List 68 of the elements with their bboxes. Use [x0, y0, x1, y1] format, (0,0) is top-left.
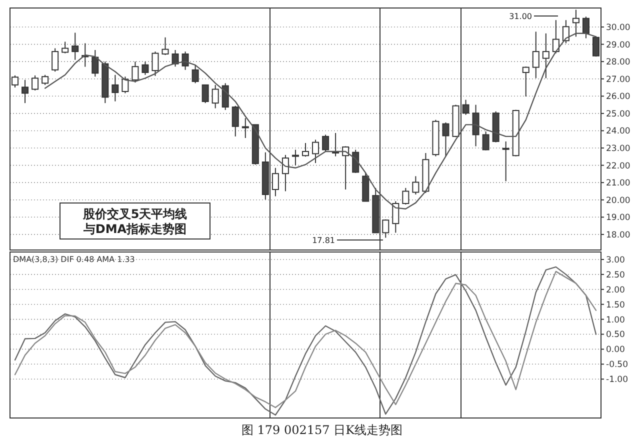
- candlestick: [482, 130, 490, 151]
- candlestick: [582, 16, 590, 39]
- candlestick: [192, 64, 199, 84]
- candlestick: [442, 122, 450, 157]
- candlestick: [412, 176, 420, 196]
- candlestick: [172, 50, 179, 68]
- y-tick-label: 23.00: [606, 144, 630, 154]
- candlestick: [322, 134, 330, 152]
- y-tick-label: 2.50: [606, 270, 625, 280]
- candlestick: [132, 61, 139, 83]
- candlestick: [212, 84, 219, 109]
- candlestick: [112, 74, 119, 102]
- y-tick-label: 28.00: [606, 58, 630, 68]
- y-tick-label: 0.50: [606, 330, 625, 340]
- annotation: 17.81: [312, 236, 335, 245]
- chart-title: DMA(3,8,3) DIF 0.48 AMA 1.33: [13, 255, 135, 264]
- annotation: 股价交叉5天平均线: [82, 207, 188, 221]
- candlestick: [22, 79, 29, 104]
- y-tick-label: 22.00: [606, 161, 630, 172]
- candlestick: [52, 48, 59, 72]
- candlestick: [552, 20, 560, 54]
- y-tick-label: 25.00: [606, 109, 630, 120]
- y-tick-label: 1.00: [606, 315, 625, 326]
- candlestick: [312, 139, 320, 164]
- y-tick-label: -0.50: [606, 360, 628, 370]
- candlestick: [202, 84, 209, 104]
- candlestick: [92, 50, 99, 78]
- candlestick: [352, 149, 360, 174]
- y-tick-label: 24.00: [606, 126, 630, 137]
- candlestick: [152, 51, 159, 76]
- candlestick: [232, 105, 239, 137]
- candlestick: [62, 41, 69, 54]
- annotation: 31.00: [509, 12, 532, 21]
- y-tick-label: 30.00: [606, 22, 630, 33]
- candlestick: [242, 118, 249, 138]
- candlestick: [32, 74, 39, 91]
- caption: 图 179 002157 日K线走势图: [241, 423, 403, 437]
- candlestick: [72, 32, 79, 60]
- candlestick: [302, 142, 310, 158]
- candlestick: [182, 51, 189, 70]
- y-tick-label: 27.00: [606, 74, 630, 85]
- candlestick: [472, 104, 480, 147]
- y-tick-label: -1.00: [606, 375, 628, 386]
- candlestick: [222, 82, 229, 110]
- candlestick: [42, 74, 49, 86]
- candlestick: [282, 154, 289, 192]
- candlestick: [392, 200, 400, 234]
- y-tick-label: 29.00: [606, 40, 630, 50]
- y-tick-label: 21.00: [606, 178, 630, 189]
- y-tick-label: 18.00: [606, 230, 630, 240]
- y-tick-label: 1.50: [606, 300, 625, 310]
- candlestick: [502, 140, 510, 182]
- candlestick: [142, 61, 149, 76]
- candlestick: [402, 187, 410, 206]
- y-tick-label: 3.00: [606, 255, 625, 266]
- candlestick: [532, 31, 540, 79]
- y-tick-label: 0.00: [606, 345, 625, 356]
- y-tick-label: 19.00: [606, 213, 630, 224]
- y-tick-label: 20.00: [606, 196, 630, 206]
- y-tick-label: 2.00: [606, 285, 625, 296]
- candlestick: [562, 20, 570, 44]
- y-tick-label: 26.00: [606, 92, 630, 102]
- candlestick: [522, 66, 530, 98]
- annotation: 与DMA指标走势图: [82, 222, 187, 236]
- candlestick: [542, 32, 550, 79]
- candlestick: [292, 149, 299, 166]
- candlestick: [122, 76, 129, 94]
- candlestick: [162, 36, 169, 56]
